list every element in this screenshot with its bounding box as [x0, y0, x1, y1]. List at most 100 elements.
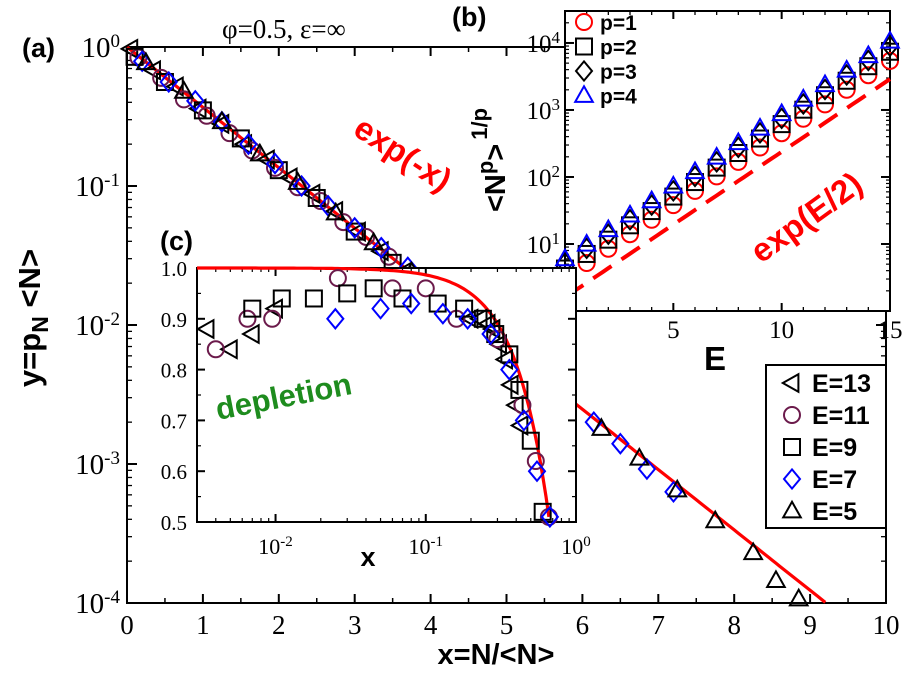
a-point-e7: [637, 457, 657, 481]
panel-b-xlabel: E: [704, 340, 726, 377]
b-point-p1: [599, 239, 618, 258]
a-point-e9: [345, 222, 364, 241]
a-point-e11: [174, 90, 193, 109]
c-point-e9: [486, 325, 505, 344]
a-point-e7: [345, 216, 365, 240]
b-point-p4: [749, 116, 771, 136]
b-point-p2: [707, 158, 726, 177]
panel-c-xlabel: x: [360, 542, 375, 572]
b-point-p4: [641, 189, 663, 209]
a-xtick-label: 10: [873, 610, 900, 640]
b-point-p2: [577, 244, 596, 263]
main-legend-frame: [765, 364, 887, 529]
b-point-p1: [772, 124, 791, 143]
b-xtick-label: 5: [667, 317, 680, 344]
a-point-e5: [590, 417, 612, 436]
b-legend-label: p=3: [600, 61, 637, 84]
a-xtick-label: 8: [727, 610, 741, 640]
a-point-e5: [666, 478, 688, 498]
panel-c-ticks: 10-2 10-1 100 0.5 0.6 0.7 0.8 0.9 1.0: [161, 257, 591, 559]
c-point-e11: [526, 452, 545, 471]
b-legend-marker-p2: [575, 37, 593, 56]
c-point-e11: [238, 309, 257, 328]
c-point-e9: [533, 502, 552, 521]
b-point-p4: [771, 102, 793, 122]
b-xtick-label: 10: [769, 317, 794, 344]
b-point-p1: [859, 66, 878, 85]
a-point-e5: [742, 541, 764, 561]
panel-b-curve-layer: [563, 77, 892, 299]
b-point-p4: [706, 146, 728, 165]
legend-label: E=11: [812, 402, 870, 430]
c-point-e9: [521, 431, 540, 450]
c-point-e7: [481, 322, 500, 346]
a-point-e13: [278, 167, 298, 189]
c-ytick-label: 0.9: [161, 308, 187, 332]
a-xtick-label: 4: [424, 610, 438, 640]
a-point-e7: [371, 236, 391, 259]
main-legend-items: E=13 E=11 E=9 E=7 E=5: [780, 370, 871, 526]
panel-a-ylabel: y=pN <N>: [12, 249, 53, 387]
b-point-p4: [597, 218, 619, 238]
b-point-p1: [816, 95, 834, 114]
panel-b-label: (b): [452, 2, 486, 32]
c-ytick-label: 1.0: [161, 257, 187, 281]
c-point-e13: [195, 318, 215, 340]
c-xtick-label: 100: [561, 534, 591, 559]
a-xtick-label: 5: [500, 610, 514, 640]
b-point-p2: [772, 115, 791, 134]
a-point-e7: [611, 432, 630, 455]
a-point-e5: [788, 587, 810, 607]
a-point-e9: [307, 188, 326, 207]
panel-b-points: [554, 30, 901, 287]
main-legend: E=13 E=11 E=9 E=7 E=5: [765, 364, 887, 529]
c-point-e7: [326, 307, 345, 330]
b-point-p4: [619, 203, 641, 223]
b-point-p2: [686, 173, 704, 192]
a-point-e5: [704, 509, 726, 529]
a-xtick-label: 7: [652, 610, 666, 640]
panel-a-title: φ=0.5, ε=∞: [222, 14, 346, 44]
panel-a-ticks: 0 1 2 3 4 5 6 7 8 9 10 100 10-1 10-2 10-3 10-4: [75, 31, 899, 641]
a-point-e11: [266, 158, 285, 177]
a-ytick-label: 10-4: [75, 587, 120, 621]
panel-c-points: [195, 269, 560, 529]
a-point-e9: [125, 47, 144, 66]
c-point-e11: [328, 269, 347, 288]
b-point-p2: [599, 230, 618, 249]
b-point-p2: [794, 100, 813, 119]
a-point-e5: [325, 201, 347, 221]
a-point-e5: [363, 231, 385, 251]
a-point-e13: [165, 75, 184, 97]
b-point-p4: [554, 247, 576, 267]
a-ytick-label: 10-2: [75, 309, 120, 343]
c-point-e7: [514, 409, 534, 432]
a-point-e5: [249, 142, 271, 162]
a-point-e7: [239, 132, 258, 156]
b-point-p4: [576, 233, 598, 252]
c-point-e9: [304, 289, 323, 308]
b-point-p1: [751, 138, 769, 157]
legend-label: E=9: [812, 434, 857, 462]
c-point-e9: [243, 299, 262, 318]
c-point-e9: [455, 299, 474, 318]
c-point-e7: [540, 505, 560, 529]
b-legend-marker-p3: [574, 59, 594, 83]
a-xtick-label: 9: [803, 610, 817, 640]
panel-b-frame: [564, 10, 891, 312]
a-point-e11: [197, 106, 216, 125]
b-legend-marker-p4: [573, 84, 595, 103]
b-legend-marker-p1: [575, 13, 593, 31]
b-ytick-label: 101: [527, 228, 561, 259]
panel-b-ylabel: <Np>1/p: [467, 108, 512, 212]
a-xtick-label: 0: [120, 610, 134, 640]
b-point-p2: [859, 57, 878, 76]
c-point-e9: [393, 289, 412, 308]
legend-marker-e11: [783, 406, 801, 424]
c-ytick-label: 0.6: [161, 460, 187, 484]
a-ytick-label: 100: [82, 31, 121, 65]
b-point-p2: [729, 144, 748, 163]
a-point-e11: [357, 227, 376, 246]
b-point-p4: [727, 131, 749, 151]
